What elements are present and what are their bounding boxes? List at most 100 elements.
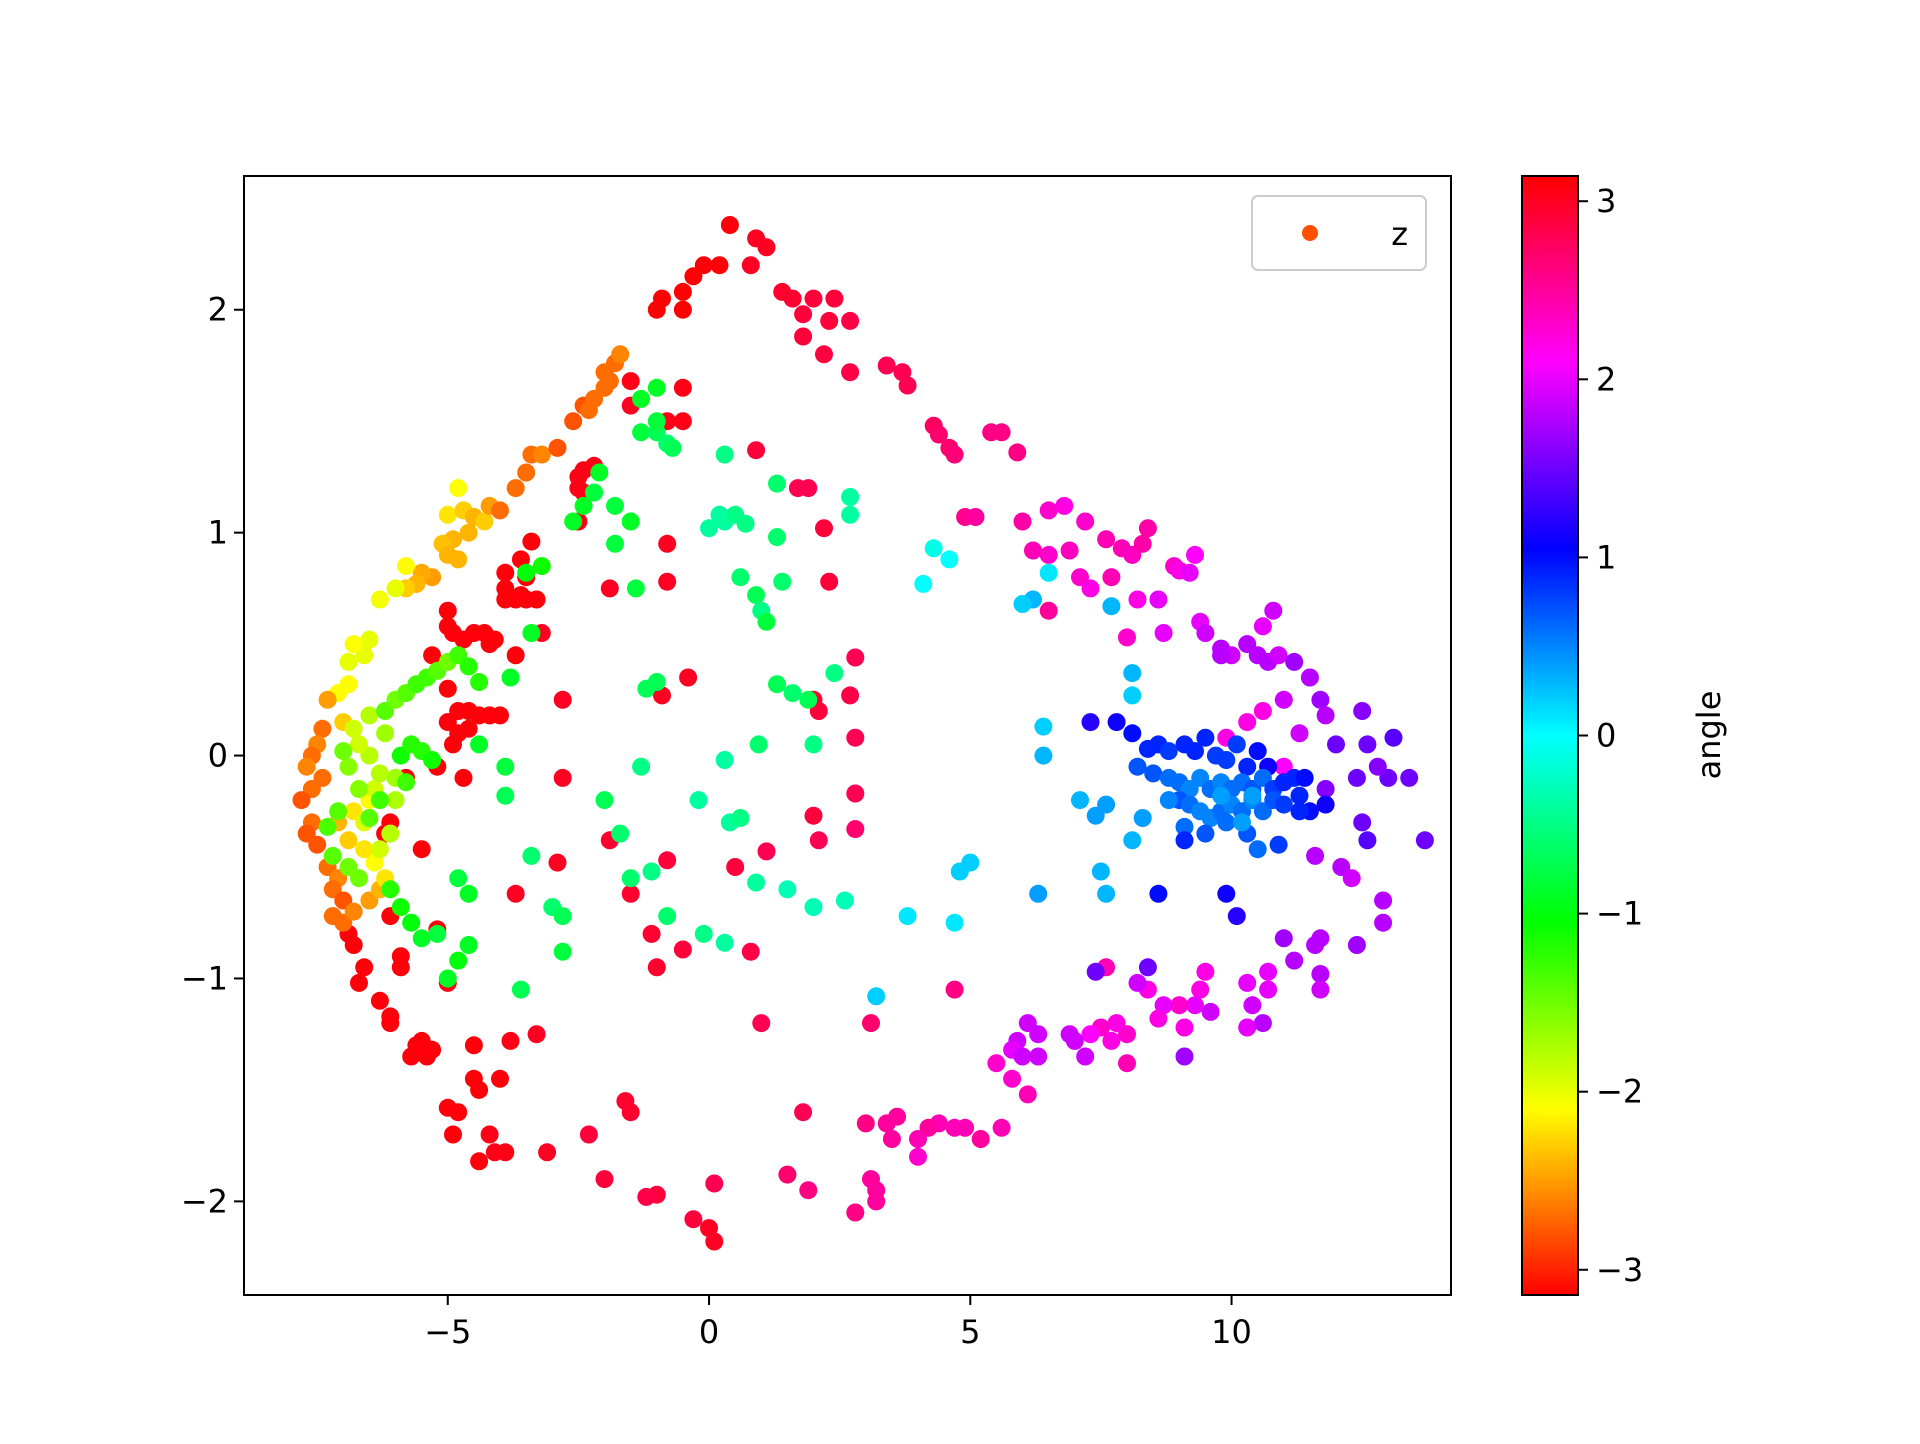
data-point: [804, 735, 823, 754]
data-point: [846, 784, 865, 803]
data-point: [548, 853, 567, 872]
data-point: [344, 902, 363, 921]
data-point: [360, 809, 379, 827]
legend-marker: [1302, 225, 1318, 241]
data-point: [835, 891, 854, 910]
data-point: [898, 376, 917, 395]
data-point: [350, 780, 368, 798]
data-point: [992, 423, 1011, 442]
data-point: [1133, 809, 1152, 827]
data-point: [804, 898, 823, 917]
data-point: [1347, 768, 1366, 787]
data-point: [344, 635, 363, 654]
data-point: [1118, 628, 1136, 647]
data-point: [1128, 590, 1147, 609]
data-point: [391, 947, 410, 966]
data-point: [736, 514, 755, 533]
data-point: [1290, 724, 1309, 743]
data-point: [470, 673, 489, 691]
data-point: [1107, 1014, 1126, 1033]
data-point: [611, 824, 630, 843]
colorbar-tick-label: −2: [1596, 1073, 1643, 1111]
data-point: [1243, 996, 1262, 1015]
data-point: [1300, 668, 1319, 687]
data-point: [370, 590, 389, 609]
data-point: [1138, 519, 1157, 538]
legend: z: [1251, 195, 1427, 271]
data-point: [1133, 534, 1152, 553]
data-point: [611, 345, 630, 364]
y-tick-label: −1: [181, 959, 228, 997]
data-point: [637, 1187, 656, 1206]
data-point: [768, 675, 786, 694]
data-point: [961, 853, 980, 872]
data-point: [1013, 512, 1032, 531]
data-point: [1290, 802, 1309, 821]
data-point: [684, 1210, 703, 1229]
data-point: [470, 735, 489, 754]
data-point: [381, 824, 400, 843]
data-point: [673, 412, 692, 431]
data-point: [1039, 501, 1058, 520]
data-point: [496, 579, 515, 598]
data-point: [1253, 1014, 1272, 1033]
data-point: [1170, 996, 1189, 1015]
data-point: [799, 690, 818, 709]
data-point: [564, 412, 583, 431]
data-point: [945, 1118, 964, 1137]
data-point: [475, 512, 494, 531]
data-point: [684, 267, 703, 286]
data-point: [1186, 545, 1204, 564]
data-point: [1123, 686, 1142, 705]
data-point: [909, 1147, 927, 1166]
data-point: [799, 479, 818, 498]
data-point: [1285, 652, 1304, 671]
data-point: [1123, 664, 1142, 683]
x-tick-label: 10: [1211, 1313, 1252, 1351]
data-point: [1024, 541, 1042, 560]
data-point: [1316, 795, 1335, 814]
data-point: [1227, 735, 1246, 754]
data-point: [355, 840, 374, 859]
data-point: [1149, 884, 1168, 903]
data-point: [553, 768, 572, 787]
data-point: [480, 635, 499, 654]
data-point: [642, 924, 661, 943]
data-point: [402, 913, 421, 932]
data-point: [527, 590, 546, 609]
data-point: [1060, 541, 1079, 560]
data-point: [747, 441, 766, 460]
data-point: [1415, 831, 1434, 850]
data-point: [449, 550, 468, 569]
data-point: [423, 751, 442, 769]
data-point: [438, 679, 457, 698]
data-point: [350, 869, 368, 888]
data-point: [726, 858, 745, 876]
data-point: [1081, 713, 1100, 732]
data-point: [339, 652, 358, 671]
data-point: [809, 831, 828, 850]
data-point: [1212, 646, 1231, 665]
colorbar-tick-label: −1: [1596, 895, 1643, 933]
data-point: [438, 1098, 457, 1117]
data-point: [527, 1025, 546, 1044]
data-point: [412, 1031, 431, 1050]
data-point: [491, 706, 509, 725]
data-point: [846, 820, 865, 839]
data-point: [1306, 846, 1325, 865]
data-point: [621, 884, 640, 903]
data-point: [1097, 795, 1116, 814]
data-point: [370, 840, 389, 859]
data-point: [898, 907, 917, 926]
data-point: [1029, 1047, 1048, 1066]
data-point: [1175, 831, 1194, 850]
data-point: [841, 505, 860, 524]
data-point: [579, 401, 598, 420]
data-point: [1212, 786, 1231, 805]
data-point: [491, 501, 509, 520]
data-point: [485, 1143, 504, 1162]
data-point: [1008, 443, 1027, 462]
data-point: [496, 786, 515, 805]
data-point: [1175, 817, 1194, 836]
colorbar-tick-label: 1: [1596, 538, 1616, 576]
